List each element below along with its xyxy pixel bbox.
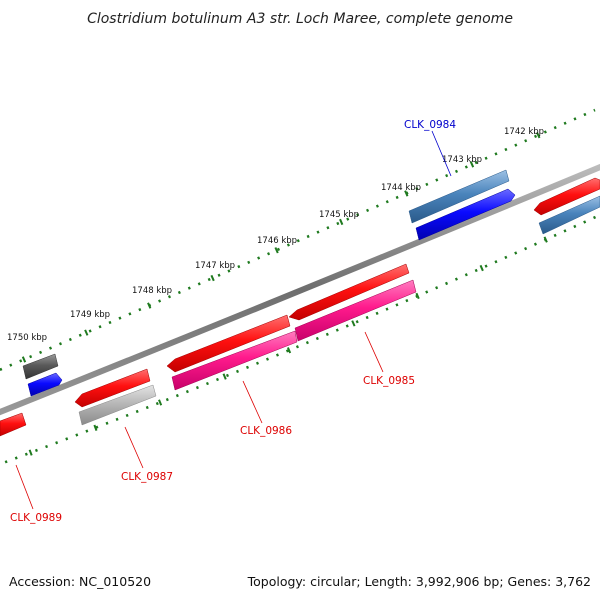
gene-label-CLK_0987[interactable]: CLK_0987	[121, 471, 173, 483]
gene-labels: CLK_0984 CLK_0985 CLK_0986 CLK_0987 CLK_…	[10, 119, 456, 524]
leader-CLK_0987	[124, 426, 144, 469]
reverse-strand-features	[0, 263, 417, 437]
leader-CLK_0989	[15, 464, 34, 510]
right-cds[interactable]	[538, 195, 600, 235]
major-tick-inner-3	[222, 373, 227, 380]
forward-strand-features	[22, 169, 600, 397]
genome-backbone	[0, 163, 600, 416]
CLK_0985-gene[interactable]	[288, 263, 410, 321]
major-tick-inner-4	[286, 347, 292, 354]
major-tick-inner-0	[28, 449, 33, 456]
major-tick-marks	[21, 131, 548, 456]
left-cds[interactable]	[27, 372, 63, 397]
major-tick-inner-2	[158, 399, 163, 406]
CLK_0986-cds[interactable]	[171, 330, 298, 391]
CLK_0987-gene[interactable]	[74, 368, 151, 408]
gene-label-CLK_0989[interactable]: CLK_0989	[10, 512, 62, 524]
tick-label-1744: 1744 kbp	[381, 183, 421, 193]
tick-label-1750: 1750 kbp	[7, 333, 47, 343]
tick-label-1742: 1742 kbp	[504, 127, 544, 137]
left-gene[interactable]	[22, 353, 59, 380]
tick-label-1748: 1748 kbp	[132, 286, 172, 296]
major-tick-inner-6	[415, 292, 420, 300]
gene-label-CLK_0985[interactable]: CLK_0985	[363, 375, 415, 387]
CLK_0989-gene[interactable]	[0, 412, 27, 437]
tick-label-1745: 1745 kbp	[319, 210, 359, 220]
major-tick-outer-5	[339, 218, 344, 226]
major-tick-outer-3	[210, 274, 215, 282]
CLK_0986-gene[interactable]	[166, 314, 291, 373]
major-tick-inner-8	[543, 236, 548, 243]
genome-info-text: Topology: circular; Length: 3,992,906 bp…	[247, 574, 591, 589]
tick-label-1747: 1747 kbp	[195, 261, 235, 271]
major-tick-inner-1	[93, 424, 98, 431]
major-tick-inner-5	[351, 320, 356, 327]
leader-CLK_0986	[242, 380, 263, 424]
major-tick-outer-4	[274, 247, 279, 254]
major-tick-outer-8	[536, 131, 541, 139]
major-tick-inner-7	[479, 264, 484, 272]
tick-label-1743: 1743 kbp	[442, 155, 482, 165]
leader-lines	[15, 130, 452, 510]
major-tick-outer-6	[404, 190, 409, 197]
major-tick-outer-2	[147, 302, 152, 309]
leader-CLK_0984	[431, 130, 452, 177]
CLK_0984-cds[interactable]	[415, 188, 516, 241]
major-tick-outer-7	[469, 161, 475, 168]
kbp-labels: 1742 kbp 1743 kbp 1744 kbp 1745 kbp 1746…	[7, 127, 544, 343]
CLK_0984-gene[interactable]	[408, 169, 510, 224]
gene-label-CLK_0984[interactable]: CLK_0984	[404, 119, 456, 131]
CLK_0985-cds[interactable]	[294, 279, 417, 342]
right-gene[interactable]	[533, 177, 600, 216]
tick-label-1746: 1746 kbp	[257, 236, 297, 246]
major-tick-outer-0	[21, 356, 27, 363]
tick-label-1749: 1749 kbp	[70, 310, 110, 320]
accession-text: Accession: NC_010520	[9, 574, 151, 589]
gene-label-CLK_0986[interactable]: CLK_0986	[240, 425, 292, 437]
map-title: Clostridium botulinum A3 str. Loch Maree…	[87, 11, 513, 27]
major-tick-outer-1	[84, 329, 89, 336]
CLK_0987-cds[interactable]	[78, 384, 157, 426]
leader-CLK_0985	[364, 331, 384, 373]
tick-ring-inner	[0, 213, 600, 466]
